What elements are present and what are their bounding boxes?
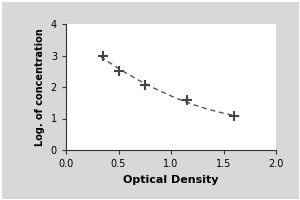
- Y-axis label: Log. of concentration: Log. of concentration: [35, 28, 45, 146]
- X-axis label: Optical Density: Optical Density: [123, 175, 219, 185]
